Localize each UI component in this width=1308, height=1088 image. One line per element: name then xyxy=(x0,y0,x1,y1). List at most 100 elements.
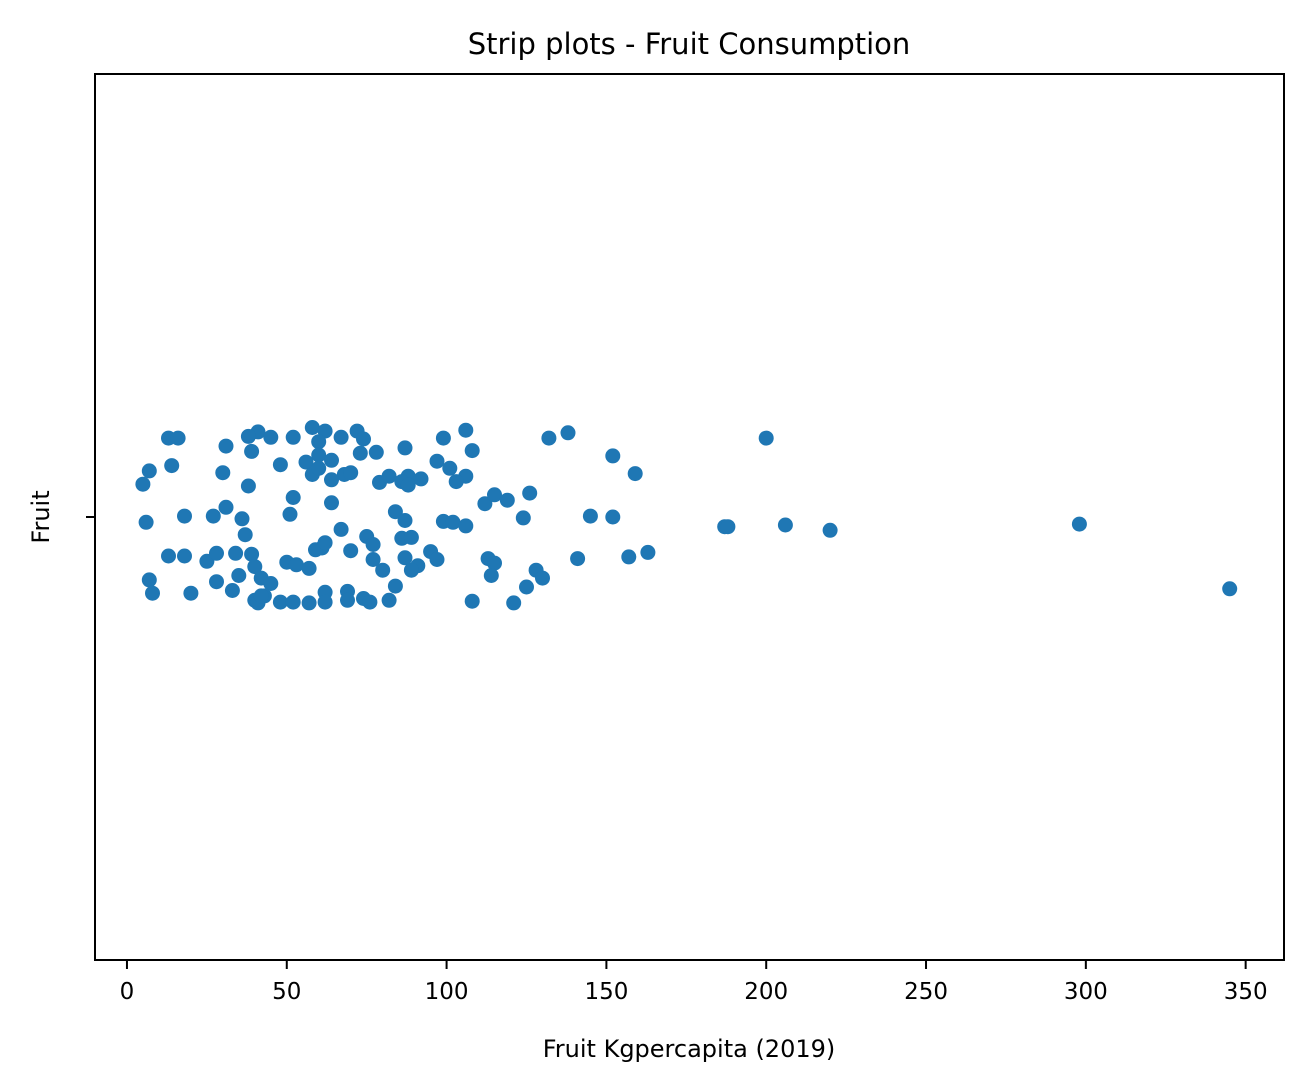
data-point xyxy=(429,453,445,469)
data-point xyxy=(301,560,317,576)
data-point xyxy=(247,559,263,575)
data-point xyxy=(324,472,339,488)
x-tick-label: 100 xyxy=(425,979,469,1005)
data-point xyxy=(365,537,381,552)
data-point xyxy=(522,485,538,501)
data-point xyxy=(429,552,445,567)
data-point xyxy=(298,454,314,470)
x-tick-label: 350 xyxy=(1224,979,1268,1005)
data-point xyxy=(1071,516,1087,532)
data-point xyxy=(324,495,339,511)
data-point xyxy=(822,522,838,538)
data-point xyxy=(161,548,176,564)
data-point xyxy=(387,578,403,594)
data-point xyxy=(397,550,413,566)
data-point xyxy=(333,521,349,537)
data-point xyxy=(177,508,192,524)
chart-title: Strip plots - Fruit Consumption xyxy=(468,27,911,61)
data-point xyxy=(304,420,320,435)
data-point xyxy=(720,519,736,535)
data-point xyxy=(177,548,192,564)
data-point xyxy=(464,443,480,459)
data-point xyxy=(317,535,333,551)
data-point xyxy=(458,422,474,438)
data-point xyxy=(244,443,260,459)
data-point xyxy=(483,568,499,583)
x-axis-ticks: 0 50 100 150 200 250 300 350 xyxy=(120,960,1268,1005)
data-point xyxy=(627,466,643,482)
plot-frame xyxy=(94,73,1285,961)
data-point xyxy=(368,444,384,460)
data-point xyxy=(170,430,186,446)
data-point xyxy=(605,509,621,525)
data-point xyxy=(442,460,458,476)
data-point xyxy=(301,595,317,611)
data-point xyxy=(464,593,480,609)
data-point xyxy=(499,492,515,508)
x-tick-label: 200 xyxy=(744,979,788,1005)
data-point xyxy=(413,471,429,487)
data-point xyxy=(506,595,522,611)
data-point xyxy=(381,468,397,484)
data-point xyxy=(758,430,774,446)
data-point xyxy=(1222,581,1238,597)
data-point xyxy=(541,430,557,446)
data-point xyxy=(282,506,298,522)
data-point xyxy=(311,447,327,463)
data-point xyxy=(237,527,253,543)
data-point xyxy=(218,499,234,515)
data-point xyxy=(477,496,493,512)
data-point xyxy=(621,549,637,565)
data-point xyxy=(272,457,288,473)
data-point xyxy=(285,490,301,505)
x-tick-label: 300 xyxy=(1064,979,1108,1005)
data-point xyxy=(209,574,224,590)
data-point xyxy=(231,568,247,583)
data-point xyxy=(343,543,359,559)
data-point xyxy=(519,579,534,595)
y-axis-label: Fruit xyxy=(27,490,55,543)
data-point xyxy=(343,465,359,481)
x-tick-label: 50 xyxy=(272,979,301,1005)
data-point xyxy=(138,514,154,530)
x-axis-label: Fruit Kgpercapita (2019) xyxy=(543,1035,836,1063)
data-point xyxy=(515,510,531,526)
data-point xyxy=(487,487,502,503)
x-tick-label: 150 xyxy=(584,979,628,1005)
data-point xyxy=(400,477,416,493)
data-point xyxy=(570,551,586,567)
data-point xyxy=(381,592,397,608)
data-point xyxy=(224,583,240,598)
data-point xyxy=(397,440,413,456)
data-point xyxy=(263,576,279,591)
data-points xyxy=(135,420,1238,611)
x-tick-label: 250 xyxy=(904,979,948,1005)
x-tick-label: 0 xyxy=(120,979,135,1005)
data-point xyxy=(209,545,224,561)
data-point xyxy=(582,508,598,524)
data-point xyxy=(285,594,301,610)
data-point xyxy=(777,517,793,533)
data-point xyxy=(352,445,368,461)
data-point xyxy=(240,478,256,494)
data-point xyxy=(448,474,464,490)
data-point xyxy=(375,562,391,578)
data-point xyxy=(362,594,378,610)
data-point xyxy=(263,429,279,445)
data-point xyxy=(244,546,260,562)
data-point xyxy=(234,511,250,527)
data-point xyxy=(285,429,301,445)
data-point xyxy=(560,425,576,441)
data-point xyxy=(228,545,244,561)
data-point xyxy=(311,460,327,476)
data-point xyxy=(365,552,381,567)
data-point xyxy=(164,458,180,474)
data-point xyxy=(356,431,371,447)
data-point xyxy=(145,585,160,601)
data-point xyxy=(403,529,419,545)
data-point xyxy=(272,594,288,610)
data-point xyxy=(324,452,339,468)
data-point xyxy=(218,438,234,454)
data-point xyxy=(340,592,355,608)
